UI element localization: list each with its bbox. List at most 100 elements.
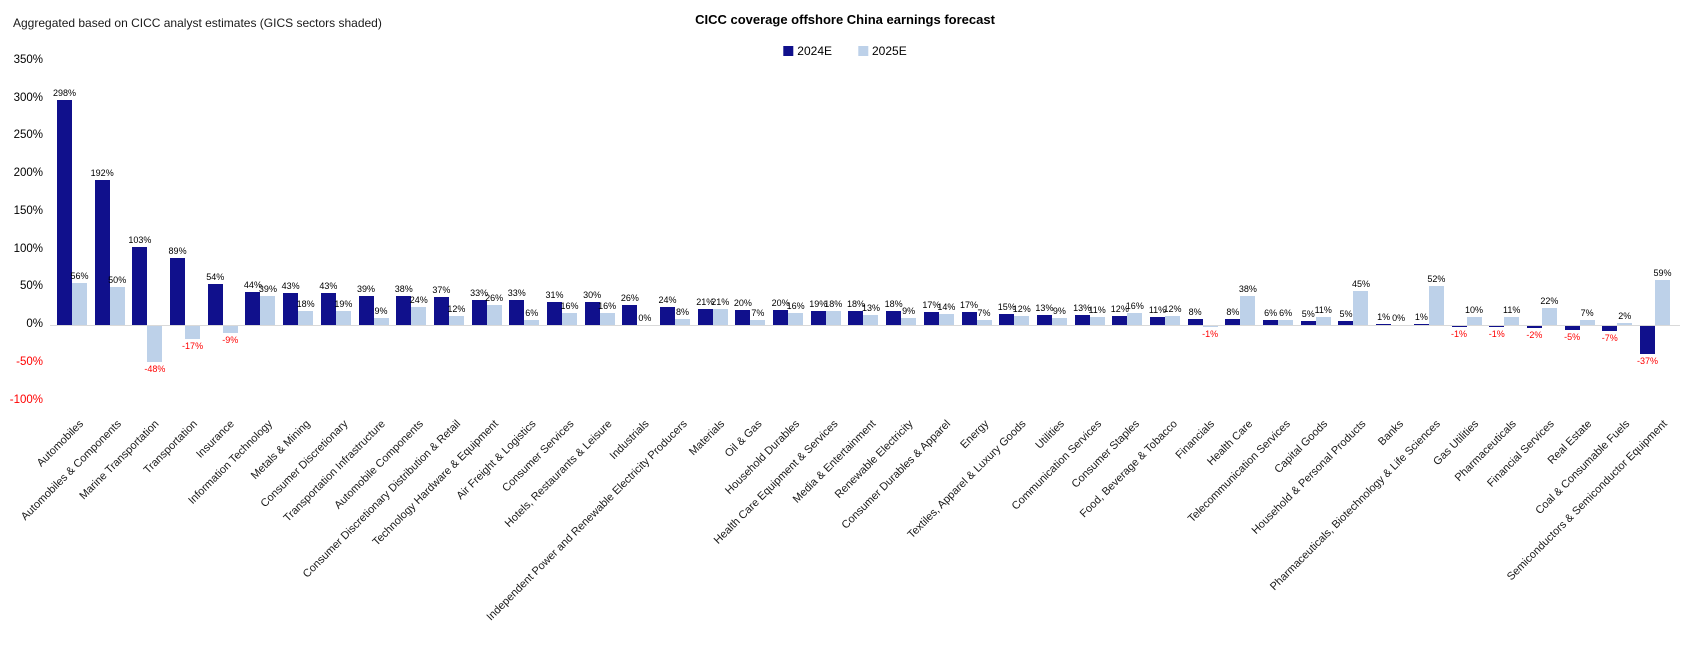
bar-2024e [170, 257, 186, 325]
value-label-2025e: 59% [1653, 268, 1672, 279]
bar-2025e [675, 318, 691, 325]
value-label-2025e: 12% [1163, 303, 1182, 314]
bar-2024e [1036, 315, 1052, 325]
value-label-2024e: 37% [432, 285, 451, 296]
value-label-2024e: 26% [620, 293, 639, 304]
value-label-2025e: 10% [1465, 305, 1484, 316]
legend-item-2024e: 2024E [783, 44, 832, 58]
value-label-2024e: 12% [1110, 303, 1129, 314]
bar-2024e [509, 300, 525, 325]
value-label-2025e: 18% [296, 299, 315, 310]
bar-2025e [712, 309, 728, 325]
value-label-2025e: 24% [409, 294, 428, 305]
x-axis-category-label: Consumer Staples [1069, 418, 1142, 491]
bar-2025e [599, 312, 615, 325]
bar-2025e [1428, 285, 1444, 325]
value-label-2024e: 21% [696, 297, 715, 308]
value-label-2025e: 12% [1012, 303, 1031, 314]
bar-2024e [132, 247, 148, 325]
bar-2025e [524, 320, 540, 325]
bar-2025e [1278, 320, 1294, 325]
bar-2024e [1074, 315, 1090, 325]
bar-2024e [94, 180, 110, 325]
value-label-2025e: 9% [374, 306, 388, 317]
value-label-2025e: 8% [676, 306, 690, 317]
value-label-2024e: 17% [960, 300, 979, 311]
value-label-2025e: -17% [182, 340, 204, 351]
value-label-2024e: 18% [846, 299, 865, 310]
value-label-2025e: 12% [447, 303, 466, 314]
bar-2025e [863, 315, 879, 325]
bar-2025e [825, 311, 841, 325]
y-axis-tick: -50% [16, 355, 43, 368]
bar-2025e [411, 306, 427, 325]
value-label-2025e: 7% [977, 307, 991, 318]
bar-2025e [448, 315, 464, 325]
value-label-2025e: 21% [711, 297, 730, 308]
value-label-2025e: 16% [598, 300, 617, 311]
bar-2025e [1165, 315, 1180, 325]
bar-2024e [1300, 321, 1316, 325]
bar-2024e [1225, 318, 1241, 325]
bar-2024e [1564, 326, 1580, 330]
bar-2024e [471, 300, 487, 325]
bar-2025e [938, 314, 954, 325]
bar-2025e [373, 318, 389, 325]
bar-2024e [207, 284, 223, 325]
bar-2025e [976, 319, 992, 325]
value-label-2024e: 54% [206, 272, 225, 283]
bar-2025e [1617, 323, 1633, 325]
value-label-2024e: 11% [1148, 304, 1167, 315]
legend-swatch-2025e [858, 46, 868, 56]
value-label-2025e: 45% [1351, 279, 1370, 290]
bar-2024e [1639, 326, 1655, 354]
bar-2025e [1315, 316, 1331, 325]
y-axis-tick: 300% [13, 91, 43, 104]
value-label-2024e: 38% [394, 284, 413, 295]
value-label-2024e: 17% [922, 300, 941, 311]
value-label-2024e: -7% [1601, 333, 1618, 344]
value-label-2024e: -1% [1488, 328, 1505, 339]
bar-2025e [260, 295, 276, 325]
bar-2024e [1526, 326, 1542, 328]
bar-2024e [1489, 326, 1505, 327]
bar-2024e [1263, 320, 1279, 325]
value-label-2025e: -9% [222, 334, 239, 345]
value-label-2024e: 33% [470, 288, 489, 299]
bar-2025e [298, 311, 314, 325]
bar-2024e [433, 297, 449, 325]
value-label-2024e: 89% [168, 245, 187, 256]
bar-2024e [1338, 321, 1354, 325]
bar-2025e [1051, 318, 1067, 325]
value-label-2024e: 24% [658, 294, 677, 305]
y-axis-tick: 250% [13, 129, 43, 142]
value-label-2024e: 103% [128, 235, 152, 246]
bar-2025e [222, 326, 238, 333]
value-label-2025e: 38% [1238, 284, 1257, 295]
bar-2024e [1112, 315, 1128, 325]
value-label-2025e: 9% [902, 306, 916, 317]
value-label-2025e: 16% [1125, 300, 1144, 311]
value-label-2024e: -2% [1526, 329, 1543, 340]
value-label-2024e: 8% [1188, 306, 1202, 317]
value-label-2024e: 43% [319, 280, 338, 291]
bar-2025e [1202, 326, 1218, 327]
bar-2024e [773, 309, 789, 325]
value-label-2025e: 26% [485, 293, 504, 304]
bar-2025e [1579, 319, 1595, 325]
value-label-2025e: 7% [751, 307, 765, 318]
value-label-2025e: 13% [861, 303, 880, 314]
value-label-2025e: 14% [937, 302, 956, 313]
value-label-2025e: 18% [824, 299, 843, 310]
value-label-2025e: 9% [1052, 306, 1066, 317]
y-axis-tick: 150% [13, 204, 43, 217]
bar-2024e [961, 312, 977, 325]
bar-2025e [788, 312, 804, 325]
value-label-2024e: 31% [545, 289, 564, 300]
bar-2024e [584, 302, 600, 325]
value-label-2025e: 11% [1314, 304, 1332, 315]
value-label-2025e: 50% [108, 275, 127, 286]
bar-2025e [1541, 308, 1557, 325]
x-axis-category-label: Materials [687, 418, 728, 459]
